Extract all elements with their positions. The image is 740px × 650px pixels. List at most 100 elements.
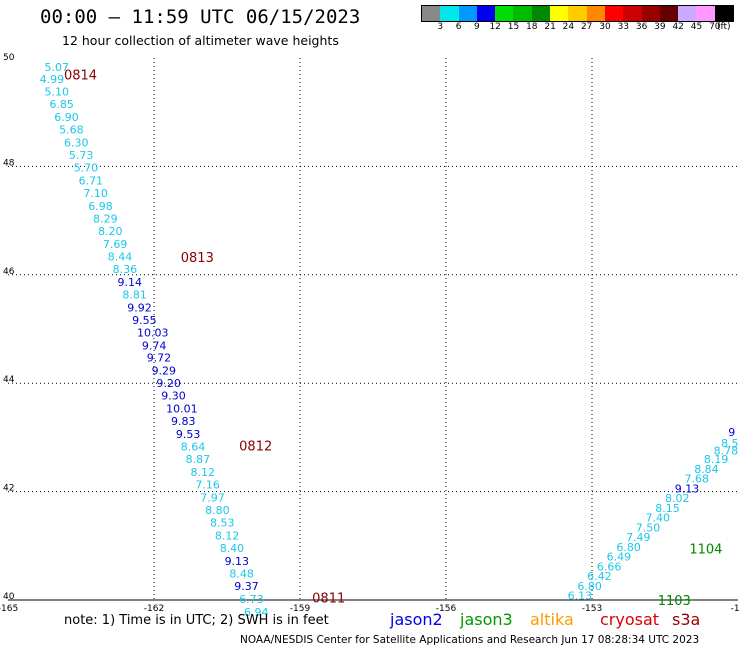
latitude-label: 44 [3, 375, 15, 385]
wave-height-value: 6.73 [239, 593, 264, 606]
wave-height-value: 8.44 [108, 250, 132, 263]
longitude-label: -159 [290, 604, 311, 614]
legend-label: 30 [599, 22, 611, 32]
wave-height-value: 8.40 [220, 542, 245, 555]
wave-height-value: 9.74 [142, 339, 167, 352]
satellite-label-altika: altika [530, 610, 574, 629]
wave-height-value: 5.68 [59, 124, 84, 137]
wave-height-value: 8.81 [122, 288, 147, 301]
legend-swatch [458, 6, 477, 21]
legend-swatch [476, 6, 496, 21]
latitude-label: 40 [3, 592, 15, 602]
wave-height-value: 8.36 [113, 263, 138, 276]
legend-label: 15 [507, 22, 520, 32]
legend-swatch [422, 6, 441, 21]
legend-label: 12 [489, 22, 501, 32]
satellite-label-cryosat: cryosat [600, 610, 660, 629]
satellite-label-s3a: s3a [672, 610, 701, 629]
wave-height-value: 8.19 [704, 453, 729, 466]
legend-label: 45 [690, 22, 703, 32]
legend-swatch [696, 6, 715, 21]
wave-height-value: 8.48 [229, 567, 254, 580]
longitude-label: -15 [731, 604, 740, 614]
track-time-label: 1104 [689, 543, 722, 558]
wave-height-value: 7.50 [636, 521, 661, 534]
legend-swatch [714, 6, 734, 21]
wave-height-value: 5.73 [69, 149, 94, 162]
longitude-label: -162 [144, 604, 164, 614]
legend-swatch [678, 6, 697, 21]
wave-height-value: 10.03 [137, 326, 169, 339]
wave-height-value: 9.37 [234, 580, 258, 593]
wave-height-value: 8.84 [694, 463, 719, 476]
legend-swatch [586, 6, 605, 21]
wave-height-value: 4.99 [40, 73, 64, 86]
page-subtitle: 12 hour collection of altimeter wave hei… [62, 33, 339, 48]
longitude-label: -153 [582, 604, 602, 614]
wave-height-value: 8.53 [210, 516, 235, 529]
credits-footer: NOAA/NESDIS Center for Satellite Applica… [240, 634, 700, 646]
latitude-label: 42 [3, 484, 14, 494]
page-title: 00:00 – 11:59 UTC 06/15/2023 [40, 6, 361, 28]
satellite-label-jason3: jason3 [460, 610, 513, 629]
wave-height-value: 8.15 [655, 502, 680, 515]
wave-height-value: 9.83 [171, 415, 196, 428]
satellite-label-jason2: jason2 [390, 610, 443, 629]
wave-height-value: 8.5 [721, 437, 739, 450]
wave-height-value: 6.71 [79, 174, 104, 187]
wave-height-value: 9.55 [132, 314, 157, 327]
wave-height-value: 9.30 [161, 390, 186, 403]
legend-swatch [659, 6, 679, 21]
wave-height-value: 8.02 [665, 492, 690, 505]
wave-height-value: 9.29 [152, 365, 177, 378]
wave-height-value: 5.70 [74, 161, 99, 174]
legend-label: 39 [654, 22, 666, 32]
legend-swatch [440, 6, 459, 21]
wave-height-value: 9.13 [675, 482, 700, 495]
legend-label: 18 [526, 22, 538, 32]
legend-label: 36 [635, 22, 648, 32]
legend-swatch [550, 6, 569, 21]
wave-height-color-legend [421, 5, 735, 22]
wave-height-value: 5.10 [45, 86, 70, 99]
track-time-label: 1103 [658, 594, 691, 609]
legend-swatch [495, 6, 514, 21]
wave-height-value: 8.64 [181, 441, 206, 454]
wave-height-value: 8.12 [191, 466, 216, 479]
wave-height-value: 6.42 [587, 570, 612, 583]
legend-label: 3 [437, 22, 444, 32]
wave-height-value: 7.16 [195, 479, 220, 492]
wave-height-value: 5.07 [45, 61, 70, 74]
wave-height-value: 9.20 [156, 377, 181, 390]
wave-height-value: 6.66 [597, 560, 622, 573]
wave-height-value: 9.72 [147, 352, 172, 365]
legend-swatch [531, 6, 551, 21]
wave-height-value: 9.14 [118, 276, 143, 289]
wave-height-value: 6.80 [616, 541, 641, 554]
legend-label: 42 [672, 22, 684, 32]
legend-swatch [623, 6, 642, 21]
wave-height-value: 7.69 [103, 238, 128, 251]
wave-height-value: 6.85 [49, 98, 74, 111]
legend-unit: (ft) [717, 22, 731, 32]
wave-height-value: 6.80 [577, 580, 602, 593]
wave-height-value: 6.30 [64, 137, 89, 150]
wave-height-value: 8.29 [93, 212, 118, 225]
wave-height-value: 7.10 [83, 187, 108, 200]
track-time-label: 0811 [312, 591, 345, 606]
footnote: note: 1) Time is in UTC; 2) SWH is in fe… [64, 613, 329, 628]
wave-height-value: 7.49 [626, 531, 651, 544]
wave-height-value: 6.90 [54, 111, 79, 124]
latitude-label: 48 [3, 158, 15, 168]
legend-label: 27 [580, 22, 593, 32]
legend-swatch [568, 6, 587, 21]
wave-height-value: 6.49 [607, 551, 632, 564]
longitude-label: -165 [0, 604, 18, 614]
wave-height-value: 8.20 [98, 225, 123, 238]
latitude-label: 50 [3, 53, 15, 63]
wave-height-value: 6.13 [568, 590, 593, 603]
latitude-label: 46 [3, 267, 15, 277]
wave-height-value: 9.53 [176, 428, 201, 441]
track-time-label: 0813 [181, 251, 214, 266]
legend-label: 6 [455, 22, 462, 32]
